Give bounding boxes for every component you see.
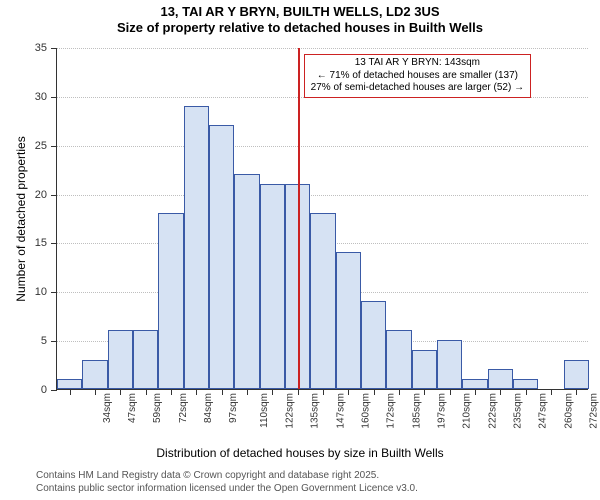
histogram-bar [184,106,209,389]
ytick-label: 10 [35,286,57,298]
xtick-label: 235sqm [513,393,524,429]
plot-area: 0510152025303534sqm47sqm59sqm72sqm84sqm9… [56,48,588,390]
xtick-label: 47sqm [127,393,138,423]
histogram-bar [108,330,133,389]
ytick-label: 25 [35,140,57,152]
xtick-mark [526,389,527,395]
xtick-mark [551,389,552,395]
xtick-label: 197sqm [437,393,448,429]
histogram-bar [412,350,437,389]
gridline [57,195,588,196]
y-axis-label: Number of detached properties [14,136,28,301]
xtick-label: 59sqm [152,393,163,423]
xtick-label: 160sqm [361,393,372,429]
gridline [57,48,588,49]
xtick-mark [399,389,400,395]
chart-titles: 13, TAI AR Y BRYN, BUILTH WELLS, LD2 3US… [0,4,600,37]
xtick-mark [576,389,577,395]
xtick-label: 72sqm [178,393,189,423]
size-distribution-chart: 13, TAI AR Y BRYN, BUILTH WELLS, LD2 3US… [0,0,600,500]
xtick-label: 135sqm [310,393,321,429]
histogram-bar [310,213,335,389]
callout-line: ← 71% of detached houses are smaller (13… [311,70,524,83]
histogram-bar [82,360,107,389]
histogram-bar [57,379,82,389]
attribution: Contains HM Land Registry data © Crown c… [36,470,418,495]
x-axis-label: Distribution of detached houses by size … [0,446,600,460]
xtick-label: 260sqm [563,393,574,429]
callout-line: 27% of semi-detached houses are larger (… [311,82,524,95]
ytick-label: 0 [41,384,57,396]
xtick-mark [70,389,71,395]
xtick-label: 122sqm [285,393,296,429]
histogram-bar [209,125,234,389]
xtick-mark [272,389,273,395]
ytick-label: 30 [35,91,57,103]
xtick-label: 110sqm [259,393,270,428]
xtick-label: 210sqm [462,393,473,429]
attribution-line2: Contains public sector information licen… [36,483,418,496]
xtick-label: 34sqm [102,393,113,423]
xtick-mark [323,389,324,395]
xtick-mark [247,389,248,395]
xtick-mark [450,389,451,395]
chart-title-line2: Size of property relative to detached ho… [0,20,600,36]
xtick-label: 172sqm [386,393,397,429]
subject-marker-line [298,48,300,389]
chart-title-line1: 13, TAI AR Y BRYN, BUILTH WELLS, LD2 3US [0,4,600,20]
xtick-mark [298,389,299,395]
attribution-line1: Contains HM Land Registry data © Crown c… [36,470,418,483]
histogram-bar [260,184,285,389]
xtick-label: 84sqm [203,393,214,423]
histogram-bar [462,379,487,389]
ytick-label: 35 [35,42,57,54]
gridline [57,146,588,147]
xtick-mark [196,389,197,395]
xtick-mark [222,389,223,395]
xtick-label: 185sqm [411,393,422,429]
histogram-bar [437,340,462,389]
xtick-mark [95,389,96,395]
xtick-mark [500,389,501,395]
subject-callout: 13 TAI AR Y BRYN: 143sqm← 71% of detache… [304,54,531,98]
xtick-mark [171,389,172,395]
histogram-bar [513,379,538,389]
histogram-bar [158,213,183,389]
xtick-mark [475,389,476,395]
xtick-mark [348,389,349,395]
callout-line: 13 TAI AR Y BRYN: 143sqm [311,57,524,70]
xtick-mark [424,389,425,395]
histogram-bar [386,330,411,389]
xtick-label: 97sqm [228,393,239,423]
ytick-label: 15 [35,237,57,249]
xtick-mark [120,389,121,395]
xtick-mark [146,389,147,395]
xtick-mark [374,389,375,395]
xtick-label: 147sqm [335,393,346,429]
histogram-bar [488,369,513,389]
histogram-bar [133,330,158,389]
ytick-label: 5 [41,335,57,347]
ytick-label: 20 [35,189,57,201]
histogram-bar [234,174,259,389]
histogram-bar [336,252,361,389]
xtick-label: 247sqm [538,393,549,429]
xtick-label: 272sqm [589,393,600,429]
histogram-bar [564,360,589,389]
histogram-bar [361,301,386,389]
xtick-label: 222sqm [487,393,498,429]
